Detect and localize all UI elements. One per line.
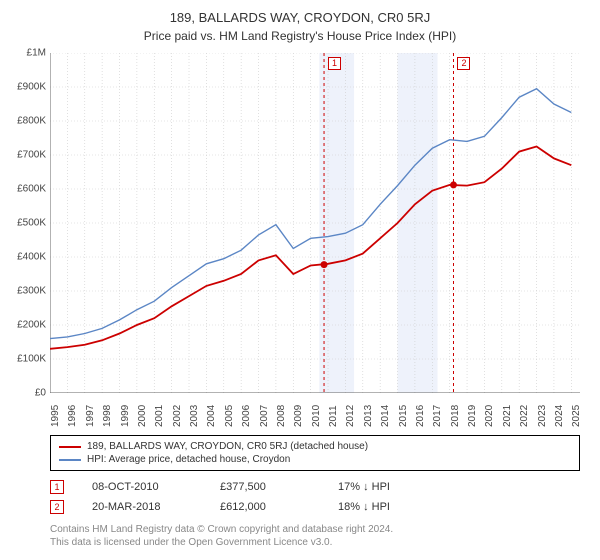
x-tick-label: 1999 (120, 405, 131, 427)
transaction-date: 20-MAR-2018 (92, 501, 192, 513)
y-tick-label: £0 (35, 388, 46, 399)
x-tick-label: 2004 (206, 405, 217, 427)
y-tick-label: £300K (17, 286, 46, 297)
transaction-marker: 1 (50, 480, 64, 494)
chart: £0£100K£200K£300K£400K£500K£600K£700K£80… (50, 53, 580, 393)
x-tick-label: 2018 (450, 405, 461, 427)
y-tick-label: £1M (27, 48, 46, 59)
x-tick-label: 2007 (259, 405, 270, 427)
x-tick-label: 2019 (467, 405, 478, 427)
x-tick-label: 2002 (172, 405, 183, 427)
x-axis-labels: 1995 1996 1997 1998 1999 2000 2001 2002 2003 2004… (50, 395, 580, 431)
legend-label: 189, BALLARDS WAY, CROYDON, CR0 5RJ (det… (87, 441, 368, 452)
x-tick-label: 2003 (189, 405, 200, 427)
footnote-line-2: This data is licensed under the Open Gov… (50, 536, 580, 549)
legend-item: HPI: Average price, detached house, Croy… (59, 453, 571, 466)
x-tick-label: 1997 (85, 405, 96, 427)
x-tick-label: 2006 (241, 405, 252, 427)
x-tick-label: 2013 (363, 405, 374, 427)
transaction-row: 1 08-OCT-2010 £377,500 17% ↓ HPI (50, 477, 580, 497)
page-subtitle: Price paid vs. HM Land Registry's House … (0, 29, 600, 43)
transaction-delta: 17% ↓ HPI (338, 481, 390, 493)
x-tick-label: 2021 (502, 405, 513, 427)
x-tick-label: 2015 (398, 405, 409, 427)
footnote: Contains HM Land Registry data © Crown c… (50, 523, 580, 549)
y-tick-label: £500K (17, 218, 46, 229)
legend-label: HPI: Average price, detached house, Croy… (87, 454, 290, 465)
x-tick-label: 2017 (432, 405, 443, 427)
chart-svg (50, 53, 580, 393)
transaction-marker: 2 (50, 500, 64, 514)
x-tick-label: 2025 (571, 405, 582, 427)
legend-swatch (59, 459, 81, 461)
x-tick-label: 2024 (554, 405, 565, 427)
event-marker-label: 1 (328, 57, 341, 70)
x-tick-label: 2010 (311, 405, 322, 427)
x-tick-label: 1995 (50, 405, 61, 427)
x-tick-label: 2009 (293, 405, 304, 427)
transaction-row: 2 20-MAR-2018 £612,000 18% ↓ HPI (50, 497, 580, 517)
y-tick-label: £600K (17, 184, 46, 195)
x-tick-label: 2012 (345, 405, 356, 427)
event-marker-label: 2 (457, 57, 470, 70)
transaction-price: £612,000 (220, 501, 310, 513)
y-tick-label: £800K (17, 116, 46, 127)
footnote-line-1: Contains HM Land Registry data © Crown c… (50, 523, 580, 536)
x-tick-label: 2001 (154, 405, 165, 427)
x-tick-label: 2008 (276, 405, 287, 427)
x-tick-label: 1998 (102, 405, 113, 427)
x-tick-label: 2005 (224, 405, 235, 427)
y-tick-label: £200K (17, 320, 46, 331)
x-tick-label: 2014 (380, 405, 391, 427)
x-tick-label: 1996 (67, 405, 78, 427)
transaction-date: 08-OCT-2010 (92, 481, 192, 493)
transactions-table: 1 08-OCT-2010 £377,500 17% ↓ HPI 2 20-MAR-201… (50, 477, 580, 517)
y-tick-label: £400K (17, 252, 46, 263)
x-tick-label: 2000 (137, 405, 148, 427)
x-tick-label: 2016 (415, 405, 426, 427)
legend: 189, BALLARDS WAY, CROYDON, CR0 5RJ (det… (50, 435, 580, 471)
legend-item: 189, BALLARDS WAY, CROYDON, CR0 5RJ (det… (59, 440, 571, 453)
y-tick-label: £900K (17, 82, 46, 93)
transaction-price: £377,500 (220, 481, 310, 493)
page-title: 189, BALLARDS WAY, CROYDON, CR0 5RJ (0, 10, 600, 25)
legend-swatch (59, 446, 81, 448)
y-tick-label: £100K (17, 354, 46, 365)
y-tick-label: £700K (17, 150, 46, 161)
x-tick-label: 2011 (328, 405, 339, 427)
x-tick-label: 2022 (519, 405, 530, 427)
x-tick-label: 2020 (484, 405, 495, 427)
transaction-delta: 18% ↓ HPI (338, 501, 390, 513)
x-tick-label: 2023 (537, 405, 548, 427)
